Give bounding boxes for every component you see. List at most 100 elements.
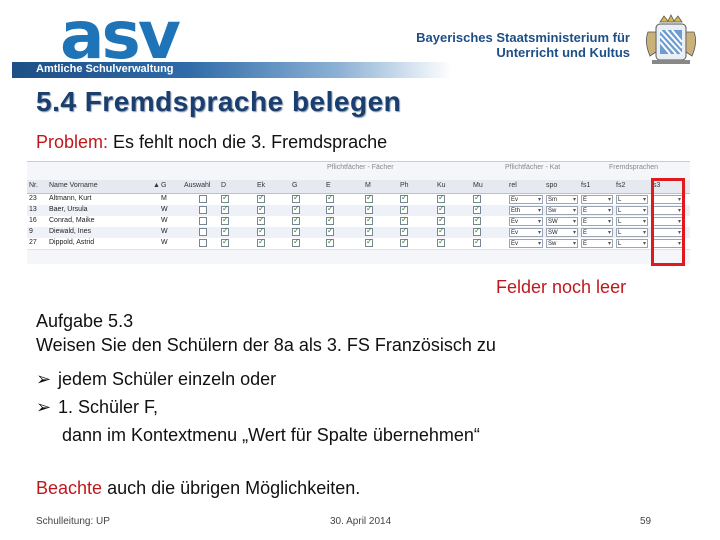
sort-arrow-icon[interactable]: ▲ [153, 182, 160, 189]
cell-gender: W [161, 228, 168, 235]
subject-checkbox-mu[interactable] [473, 204, 481, 214]
table-row[interactable]: 27 Dippold, Astrid W Ev Sw E L [27, 237, 690, 250]
subject-checkbox-ku[interactable] [437, 193, 445, 203]
subject-checkbox-e[interactable] [326, 204, 334, 214]
spo-select[interactable]: Sw [546, 239, 578, 248]
subject-checkbox-d[interactable] [221, 193, 229, 203]
subject-checkbox-mu[interactable] [473, 193, 481, 203]
problem-statement: Problem: Es fehlt noch die 3. Fremdsprac… [36, 132, 387, 153]
asv-logo-text: asv [60, 0, 181, 74]
subject-checkbox-mu[interactable] [473, 215, 481, 225]
subject-checkbox-ek[interactable] [257, 226, 265, 236]
auswahl-checkbox[interactable] [199, 239, 207, 247]
page-number: 59 [640, 516, 652, 527]
spo-select[interactable]: Sw [546, 206, 578, 215]
auswahl-checkbox[interactable] [199, 206, 207, 214]
auswahl-checkbox[interactable] [199, 217, 207, 225]
col-header-g2[interactable]: G [292, 182, 298, 189]
rel-select[interactable]: Ev [509, 239, 543, 248]
subject-checkbox-ku[interactable] [437, 215, 445, 225]
subject-checkbox-d[interactable] [221, 226, 229, 236]
subject-checkbox-e[interactable] [326, 226, 334, 236]
col-header-fs2[interactable]: fs2 [616, 182, 626, 189]
subject-checkbox-ph[interactable] [400, 237, 408, 247]
fs2-select[interactable]: L [616, 206, 648, 215]
cell-name: Dippold, Astrid [49, 239, 95, 246]
fs1-select[interactable]: E [581, 206, 613, 215]
col-header-rel[interactable]: rel [509, 182, 517, 189]
cell-nr: 13 [29, 206, 37, 213]
col-header-g[interactable]: G [161, 182, 167, 189]
note-line: Beachte auch die übrigen Möglichkeiten. [36, 478, 360, 499]
col-header-ek[interactable]: Ek [257, 182, 266, 189]
col-header-auswahl[interactable]: Auswahl [184, 182, 211, 189]
subject-checkbox-mu[interactable] [473, 237, 481, 247]
subject-checkbox-e[interactable] [326, 237, 334, 247]
col-header-mu[interactable]: Mu [473, 182, 483, 189]
col-header-fs1[interactable]: fs1 [581, 182, 591, 189]
ministry-line1: Bayerisches Staatsministerium für [416, 30, 630, 45]
col-header-ku[interactable]: Ku [437, 182, 446, 189]
subject-checkbox-e[interactable] [326, 215, 334, 225]
spo-select[interactable]: SW [546, 217, 578, 226]
subject-checkbox-m[interactable] [365, 193, 373, 203]
auswahl-checkbox[interactable] [199, 228, 207, 236]
fs2-select[interactable]: L [616, 239, 648, 248]
fs2-select[interactable]: L [616, 217, 648, 226]
subject-checkbox-ek[interactable] [257, 215, 265, 225]
rel-select[interactable]: Ev [509, 195, 543, 204]
note-label: Beachte [36, 478, 103, 498]
subject-checkbox-ph[interactable] [400, 204, 408, 214]
subject-checkbox-g[interactable] [292, 215, 300, 225]
subject-checkbox-ek[interactable] [257, 204, 265, 214]
subject-checkbox-g[interactable] [292, 226, 300, 236]
subject-checkbox-ph[interactable] [400, 215, 408, 225]
subject-checkbox-d[interactable] [221, 204, 229, 214]
spo-select[interactable]: SW [546, 228, 578, 237]
fs2-select[interactable]: L [616, 195, 648, 204]
subject-checkbox-d[interactable] [221, 237, 229, 247]
subject-checkbox-ku[interactable] [437, 226, 445, 236]
subject-checkbox-d[interactable] [221, 215, 229, 225]
subject-checkbox-m[interactable] [365, 226, 373, 236]
cell-name: Diewald, Ines [49, 228, 92, 235]
subject-checkbox-mu[interactable] [473, 226, 481, 236]
subject-checkbox-g[interactable] [292, 193, 300, 203]
task-bullet-2-continuation: dann im Kontextmenu „Wert für Spalte übe… [62, 425, 480, 445]
subject-checkbox-g[interactable] [292, 204, 300, 214]
subject-checkbox-g[interactable] [292, 237, 300, 247]
rel-select[interactable]: Ev [509, 228, 543, 237]
auswahl-checkbox[interactable] [199, 195, 207, 203]
subject-checkbox-ku[interactable] [437, 237, 445, 247]
group-header-subjects: Pflichtfächer - Fächer [327, 164, 394, 171]
col-header-ph[interactable]: Ph [400, 182, 409, 189]
cell-nr: 23 [29, 195, 37, 202]
subject-checkbox-ek[interactable] [257, 237, 265, 247]
col-header-fs3[interactable]: fs3 [651, 182, 661, 189]
cell-gender: W [161, 239, 168, 246]
col-header-d[interactable]: D [221, 182, 227, 189]
col-header-nr[interactable]: Nr. [29, 182, 38, 189]
subject-checkbox-m[interactable] [365, 204, 373, 214]
col-header-spo[interactable]: spo [546, 182, 558, 189]
col-header-m[interactable]: M [365, 182, 371, 189]
spo-select[interactable]: Sm [546, 195, 578, 204]
subject-checkbox-ek[interactable] [257, 193, 265, 203]
subject-checkbox-ph[interactable] [400, 193, 408, 203]
subject-checkbox-ph[interactable] [400, 226, 408, 236]
table-row[interactable]: 13 Baer, Ursula W Eth Sw E L [27, 204, 690, 217]
subject-checkbox-m[interactable] [365, 237, 373, 247]
subject-checkbox-ku[interactable] [437, 204, 445, 214]
fs1-select[interactable]: E [581, 228, 613, 237]
cell-gender: W [161, 206, 168, 213]
subject-checkbox-m[interactable] [365, 215, 373, 225]
fs1-select[interactable]: E [581, 195, 613, 204]
fs2-select[interactable]: L [616, 228, 648, 237]
rel-select[interactable]: Eth [509, 206, 543, 215]
rel-select[interactable]: Ev [509, 217, 543, 226]
fs1-select[interactable]: E [581, 239, 613, 248]
col-header-name[interactable]: Name Vorname [49, 182, 98, 189]
fs1-select[interactable]: E [581, 217, 613, 226]
col-header-e[interactable]: E [326, 182, 331, 189]
subject-checkbox-e[interactable] [326, 193, 334, 203]
